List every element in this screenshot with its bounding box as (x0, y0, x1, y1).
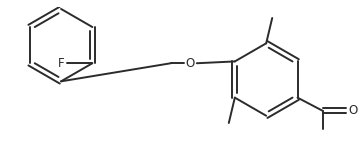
Text: F: F (58, 57, 65, 70)
Text: O: O (348, 104, 357, 117)
Text: O: O (185, 57, 195, 70)
